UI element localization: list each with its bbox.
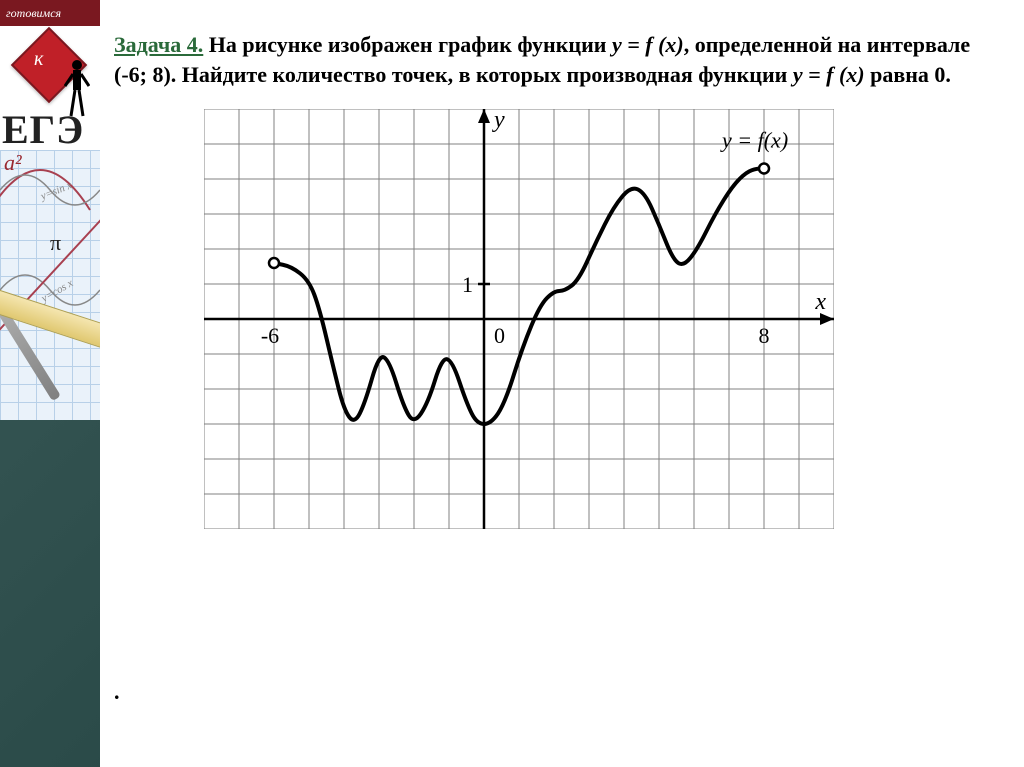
graph-container: y x 1 0 -6 8 y = f(x) — [204, 109, 834, 529]
svg-text:-6: -6 — [261, 323, 279, 348]
task-text-3: равна 0. — [865, 62, 951, 87]
svg-text:x: x — [814, 289, 826, 315]
a-squared-label: a² — [4, 150, 22, 176]
fx-2: y = f (x) — [793, 62, 865, 87]
svg-text:1: 1 — [462, 272, 473, 297]
fx-1: y = f (x) — [612, 32, 684, 57]
task-paragraph: Задача 4. На рисунке изображен график фу… — [114, 30, 996, 91]
svg-text:y: y — [492, 109, 505, 133]
decorative-sidebar: готовимся к ЕГЭ a² y=sin x π y=cos x — [0, 0, 100, 420]
svg-text:8: 8 — [759, 323, 770, 348]
answer-marker: . — [114, 679, 996, 705]
svg-text:0: 0 — [494, 323, 505, 348]
sidebar-top-banner: готовимся — [0, 0, 100, 26]
ege-logo: к — [8, 30, 92, 104]
task-text-1: На рисунке изображен график функции — [203, 32, 612, 57]
content-area: Задача 4. На рисунке изображен график фу… — [100, 0, 1024, 767]
svg-text:y = f(x): y = f(x) — [720, 127, 788, 152]
task-number: Задача 4. — [114, 32, 203, 57]
function-graph: y x 1 0 -6 8 y = f(x) — [204, 109, 834, 529]
ege-text: ЕГЭ — [2, 106, 84, 153]
pi-label: π — [50, 230, 61, 256]
logo-letter: к — [34, 48, 43, 71]
